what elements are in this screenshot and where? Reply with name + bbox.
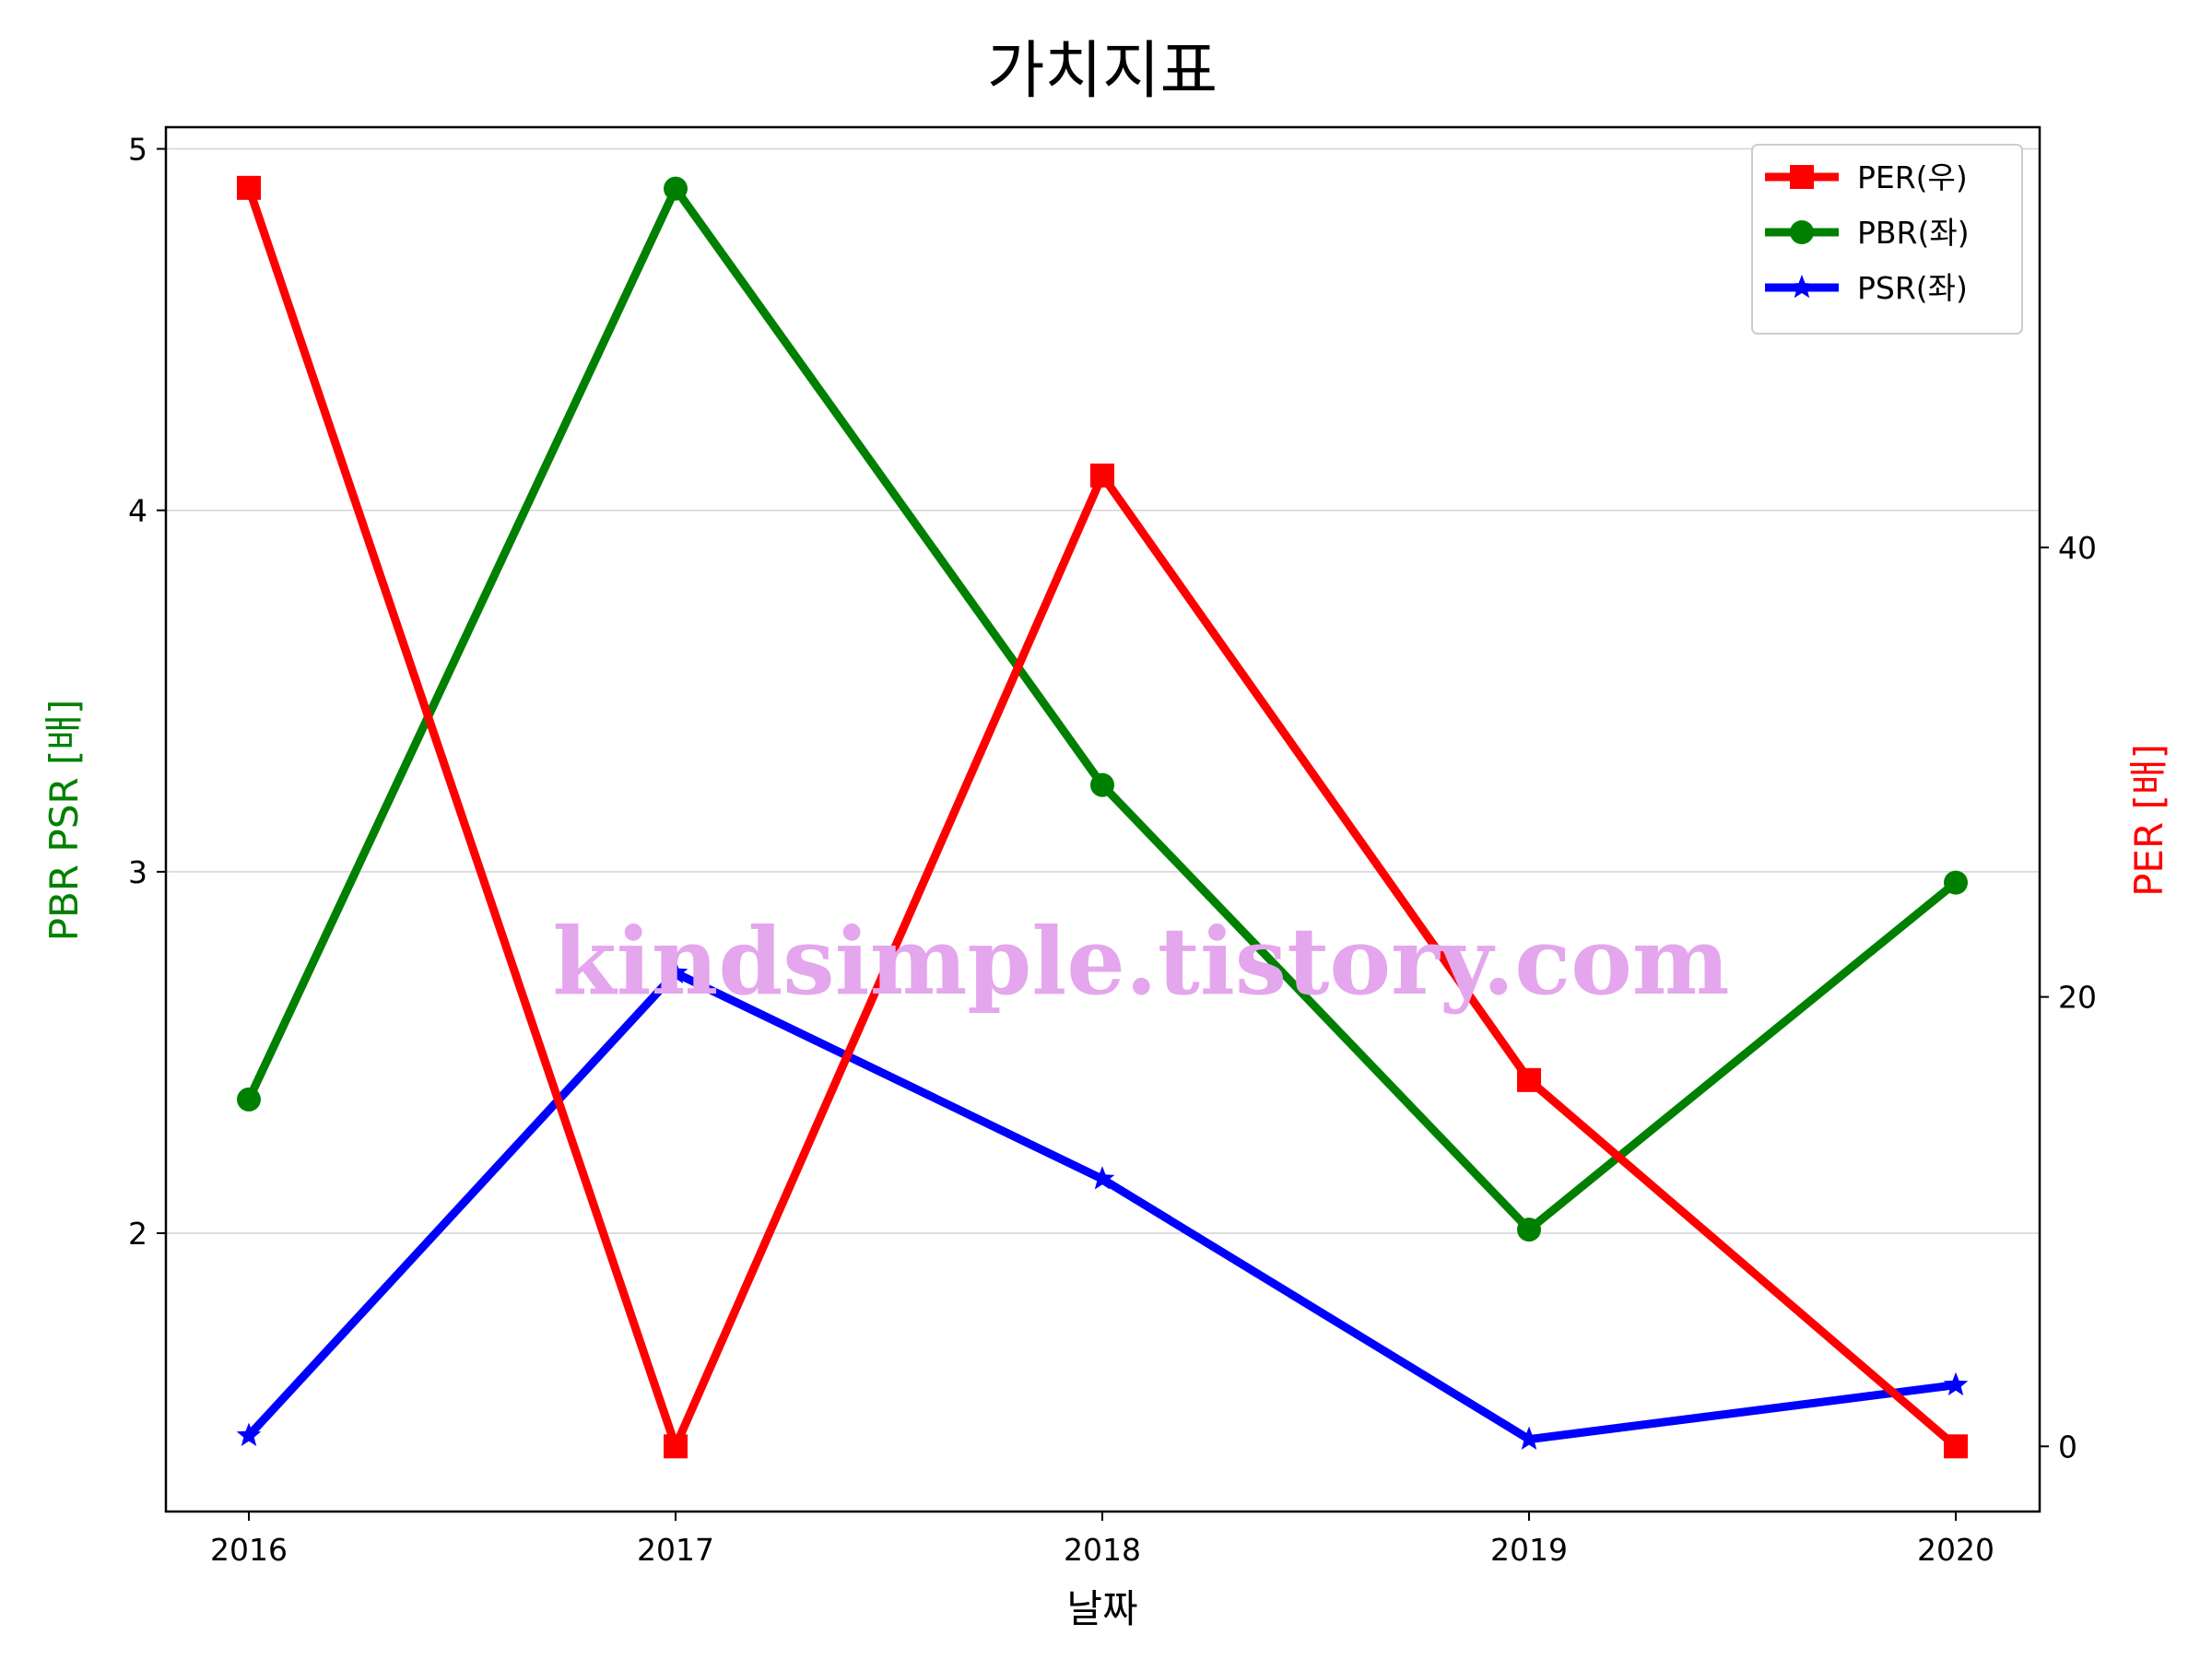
x-tick-label: 2020 <box>1917 1532 1994 1568</box>
data-point <box>1090 463 1114 488</box>
x-tick-label: 2016 <box>210 1532 288 1568</box>
data-point <box>237 175 261 200</box>
series-line <box>245 969 1957 1444</box>
series-layer <box>236 175 1969 1459</box>
data-point <box>236 1422 262 1446</box>
data-point <box>1516 1426 1542 1450</box>
legend-label: PSR(좌) <box>1857 270 1968 306</box>
legend-label: PBR(좌) <box>1857 215 1970 251</box>
data-point <box>664 176 688 201</box>
chart-title: 가치지표 <box>987 35 1218 108</box>
y-left-tick-label: 4 <box>128 493 147 529</box>
data-point <box>663 959 688 983</box>
y-right-tick-label: 0 <box>2058 1429 2077 1465</box>
y-axis-left-label: PBR PSR [배] <box>41 700 87 942</box>
y-right-tick-label: 40 <box>2058 530 2097 566</box>
data-point <box>1089 1166 1115 1190</box>
data-point <box>237 1087 261 1112</box>
legend-marker <box>1790 220 1814 244</box>
y-axis-right-label: PER [배] <box>2126 744 2171 897</box>
watermark-text: kindsimple.tistory.com <box>552 907 1729 1016</box>
y-left-tick-label: 2 <box>128 1216 147 1252</box>
series-line <box>244 184 1959 1234</box>
legend-entry: PBR(좌) <box>1765 215 1970 251</box>
y-right-tick-label: 20 <box>2058 980 2097 1016</box>
data-point <box>1944 1434 1968 1459</box>
legend-entry: PER(우) <box>1765 159 1968 195</box>
axes: 2016 2017 2018 2019 2020 2 3 4 5 0 20 40 <box>128 132 2097 1568</box>
legend: PER(우) PBR(좌) PSR(좌) <box>1751 144 2023 335</box>
legend-marker <box>1789 275 1815 299</box>
series-3 <box>236 959 1969 1450</box>
legend-marker <box>1790 165 1814 189</box>
x-axis-label: 날짜 <box>1066 1586 1137 1631</box>
x-tick-label: 2019 <box>1490 1532 1568 1568</box>
data-point <box>664 1434 688 1459</box>
y-left-tick-label: 5 <box>128 132 147 168</box>
data-point <box>1517 1218 1541 1242</box>
data-point <box>1090 772 1114 797</box>
legend-entry: PSR(좌) <box>1765 270 1968 306</box>
legend-label: PER(우) <box>1857 159 1968 195</box>
series-line <box>244 186 1959 1451</box>
x-tick-label: 2017 <box>637 1532 714 1568</box>
x-tick-label: 2018 <box>1064 1532 1141 1568</box>
y-left-tick-label: 3 <box>128 854 147 890</box>
data-point <box>1944 870 1968 895</box>
series-2 <box>237 176 1968 1242</box>
series-1 <box>237 175 1968 1459</box>
plot-frame <box>164 125 2041 1513</box>
data-point <box>1943 1371 1969 1396</box>
data-point <box>1517 1067 1541 1092</box>
